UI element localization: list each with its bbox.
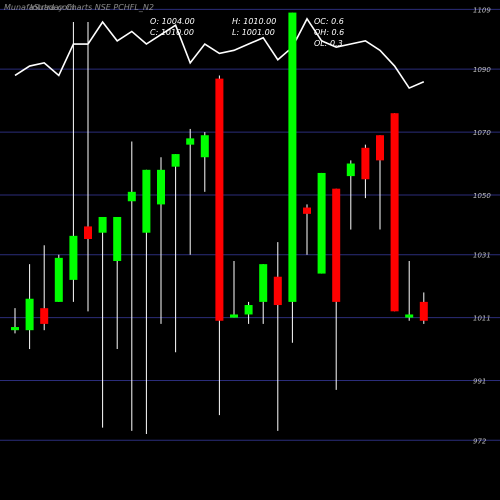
candle <box>376 135 384 230</box>
y-tick-label: 1050 <box>473 192 491 200</box>
chart-title-overlay: Intraday Charts NSE PCHFL_N2 <box>30 3 154 12</box>
candle-body-bull <box>11 327 19 331</box>
candle-body-bear <box>303 207 311 214</box>
candle-body-bear <box>390 113 399 312</box>
candle <box>127 141 136 431</box>
y-tick-label: 991 <box>473 378 486 386</box>
overlay-line-series <box>14 17 425 90</box>
candle <box>40 245 49 331</box>
candle-body-bull <box>405 314 414 318</box>
candle-body-bull <box>230 314 238 318</box>
candle <box>11 308 19 334</box>
ohlc-open: O: 1004.00 <box>150 17 195 26</box>
candle-body-bull <box>113 216 122 262</box>
ohlc-oh: OH: 0.6 <box>314 28 344 37</box>
y-tick-label: 1031 <box>473 252 491 260</box>
ohlc-ol: OL: 0.3 <box>314 39 343 48</box>
candle <box>98 216 107 428</box>
candle-body-bull <box>98 216 107 233</box>
candle <box>215 75 224 416</box>
candle <box>346 160 355 230</box>
y-tick-label: 1011 <box>473 315 491 323</box>
candle-body-bull <box>127 191 136 202</box>
candle-body-bull <box>346 163 355 177</box>
candles-layer <box>11 12 428 434</box>
y-axis: 1109 1090 1070 1050 1031 1011 991 972 <box>473 6 491 445</box>
candle <box>69 22 78 302</box>
candle <box>230 261 238 318</box>
candle <box>186 128 195 255</box>
candle-body-bull <box>186 138 195 145</box>
candle-body-bear <box>419 301 428 321</box>
candle-body-bull <box>69 235 78 280</box>
candle <box>54 254 63 302</box>
candle <box>332 188 341 390</box>
candle-body-bear <box>215 78 224 321</box>
candle-body-bear <box>376 135 384 161</box>
candle-body-bull <box>317 172 326 274</box>
candle-body-bull <box>25 298 34 331</box>
overlay-line-layer <box>14 17 425 90</box>
grid-layer <box>0 8 500 441</box>
candle <box>303 204 311 255</box>
y-tick-label: 1070 <box>473 129 491 137</box>
candle <box>419 292 428 324</box>
candle-body-bull <box>171 154 180 167</box>
ohlc-close: C: 1010.00 <box>150 28 194 37</box>
candle <box>200 132 209 192</box>
y-tick-label: 1090 <box>473 66 491 74</box>
candle-body-bear <box>40 308 49 324</box>
candle <box>361 144 370 199</box>
ohlc-low: L: 1001.00 <box>232 28 275 37</box>
candle <box>317 172 326 274</box>
candle <box>171 154 180 353</box>
y-tick-label: 1109 <box>473 6 491 14</box>
candle <box>142 169 151 434</box>
watermark-text: MunafaSutra.com <box>4 3 75 12</box>
candle <box>273 242 282 431</box>
candle <box>259 264 268 324</box>
candle-body-bull <box>142 169 151 233</box>
ohlc-high: H: 1010.00 <box>232 17 276 26</box>
candle <box>157 157 165 324</box>
ohlc-oc: OC: 0.6 <box>314 17 344 26</box>
candle-body-bull <box>54 257 63 302</box>
candle <box>113 216 122 350</box>
candle-body-bull <box>157 169 165 205</box>
candle <box>288 12 297 343</box>
candle <box>405 261 414 321</box>
candle <box>84 22 92 312</box>
candle <box>244 301 253 324</box>
candle-body-bear <box>361 147 370 180</box>
candle-body-bear <box>273 276 282 306</box>
candle-body-bull <box>288 12 297 302</box>
candle-body-bear <box>332 188 341 302</box>
candle-body-bull <box>200 135 209 158</box>
y-tick-label: 972 <box>473 437 487 445</box>
candle-body-bear <box>84 226 92 239</box>
candle-body-bull <box>259 264 268 302</box>
candle <box>25 264 34 350</box>
candle-body-bull <box>244 305 253 315</box>
candle <box>390 113 399 312</box>
